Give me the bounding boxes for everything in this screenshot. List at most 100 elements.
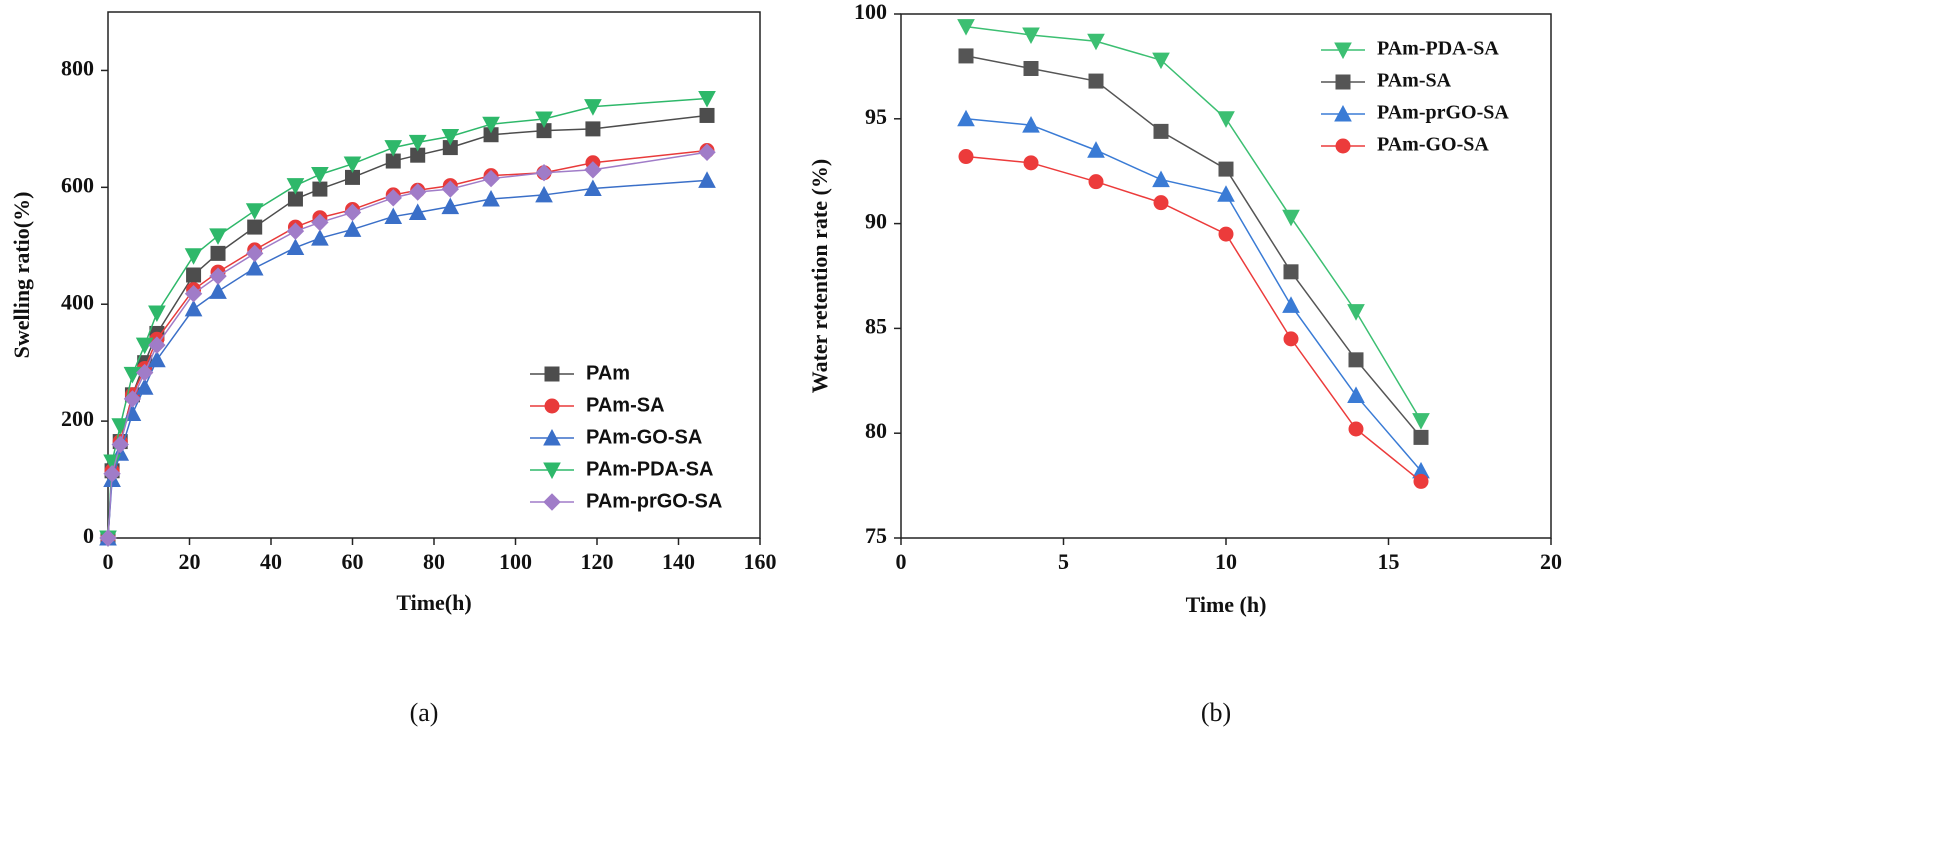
- legend-label: PAm: [586, 362, 630, 384]
- data-point: [286, 238, 305, 256]
- data-point: [698, 143, 716, 161]
- data-point: [535, 111, 553, 129]
- y-axis-label: Swelling ratio(%): [9, 192, 34, 359]
- data-point: [698, 90, 716, 108]
- y-tick-label: 90: [865, 209, 887, 234]
- data-point: [535, 164, 553, 182]
- y-tick-label: 85: [865, 313, 887, 338]
- legend-marker: [543, 462, 561, 480]
- data-point: [1023, 60, 1039, 76]
- legend-label: PAm-prGO-SA: [1377, 102, 1509, 124]
- legend-label: PAm-GO-SA: [586, 426, 702, 448]
- data-point: [584, 99, 602, 116]
- data-point: [957, 109, 975, 127]
- legend-marker: [544, 366, 560, 382]
- plot-frame: [900, 13, 1552, 539]
- data-point: [1283, 331, 1299, 347]
- data-point: [343, 156, 362, 174]
- data-point: [384, 207, 403, 225]
- y-tick-label: 200: [61, 406, 94, 431]
- x-tick-label: 0: [103, 549, 114, 574]
- data-point: [441, 197, 460, 215]
- y-tick-label: 95: [865, 104, 887, 129]
- legend-label: PAm-PDA-SA: [1377, 38, 1499, 60]
- data-point: [1088, 73, 1104, 89]
- caption: (a): [410, 698, 439, 727]
- data-point: [245, 244, 264, 263]
- y-tick-label: 400: [61, 289, 94, 314]
- data-point: [148, 350, 166, 368]
- legend-marker: [1335, 138, 1351, 154]
- data-point: [343, 203, 362, 222]
- data-point: [311, 213, 329, 232]
- data-point: [1088, 174, 1104, 190]
- data-point: [286, 178, 305, 195]
- y-tick-label: 80: [865, 418, 887, 443]
- y-tick-label: 75: [865, 523, 887, 548]
- data-point: [1218, 161, 1234, 177]
- data-point: [123, 366, 142, 384]
- data-point: [699, 107, 715, 123]
- data-point: [1087, 33, 1105, 51]
- data-point: [184, 284, 203, 303]
- y-tick-label: 100: [854, 0, 887, 24]
- x-tick-label: 15: [1378, 549, 1400, 574]
- legend-label: PAm-PDA-SA: [586, 458, 713, 480]
- data-point: [957, 19, 975, 36]
- y-tick-label: 0: [83, 523, 94, 548]
- data-point: [384, 140, 403, 157]
- data-point: [584, 179, 602, 197]
- data-point: [1348, 352, 1364, 368]
- data-point: [1413, 429, 1429, 445]
- legend-marker: [1334, 104, 1352, 122]
- data-point: [343, 220, 362, 237]
- x-axis-label: Time(h): [396, 590, 471, 615]
- data-point: [209, 228, 227, 245]
- data-point: [286, 222, 305, 240]
- x-tick-label: 40: [260, 549, 282, 574]
- data-point: [111, 418, 130, 435]
- data-point: [1152, 52, 1170, 70]
- data-point: [111, 435, 129, 454]
- data-point: [1153, 195, 1169, 211]
- data-point: [482, 116, 500, 134]
- data-point: [1348, 421, 1364, 437]
- data-point: [585, 121, 601, 137]
- x-axis-label: Time (h): [1186, 592, 1267, 617]
- data-point: [584, 161, 602, 179]
- caption: (b): [1201, 698, 1231, 727]
- legend-label: PAm-prGO-SA: [586, 490, 722, 512]
- data-point: [441, 180, 460, 198]
- data-point: [135, 337, 154, 355]
- data-point: [958, 149, 974, 165]
- data-point: [1217, 111, 1235, 128]
- data-point: [535, 185, 553, 203]
- data-point: [186, 267, 202, 283]
- data-point: [1152, 170, 1170, 188]
- data-point: [1347, 304, 1365, 321]
- data-point: [441, 128, 460, 146]
- data-point: [698, 171, 716, 188]
- legend-label: PAm-SA: [1377, 70, 1452, 92]
- x-tick-label: 140: [662, 549, 695, 574]
- data-point: [482, 169, 500, 188]
- data-point: [1217, 185, 1235, 202]
- x-tick-label: 20: [1540, 549, 1562, 574]
- data-point: [1283, 264, 1299, 280]
- x-tick-label: 120: [581, 549, 614, 574]
- legend-marker: [544, 398, 560, 414]
- data-point: [247, 219, 263, 235]
- data-point: [1153, 123, 1169, 139]
- series-line: [965, 25, 1422, 422]
- legend-label: PAm-GO-SA: [1377, 134, 1489, 156]
- data-point: [184, 299, 203, 317]
- data-point: [148, 305, 166, 323]
- x-tick-label: 60: [342, 549, 364, 574]
- series-line: [965, 55, 1422, 438]
- legend-label: PAm-SA: [586, 394, 665, 416]
- legend-marker: [543, 493, 561, 511]
- x-tick-label: 20: [179, 549, 201, 574]
- x-tick-label: 100: [499, 549, 532, 574]
- series-line: [107, 179, 708, 539]
